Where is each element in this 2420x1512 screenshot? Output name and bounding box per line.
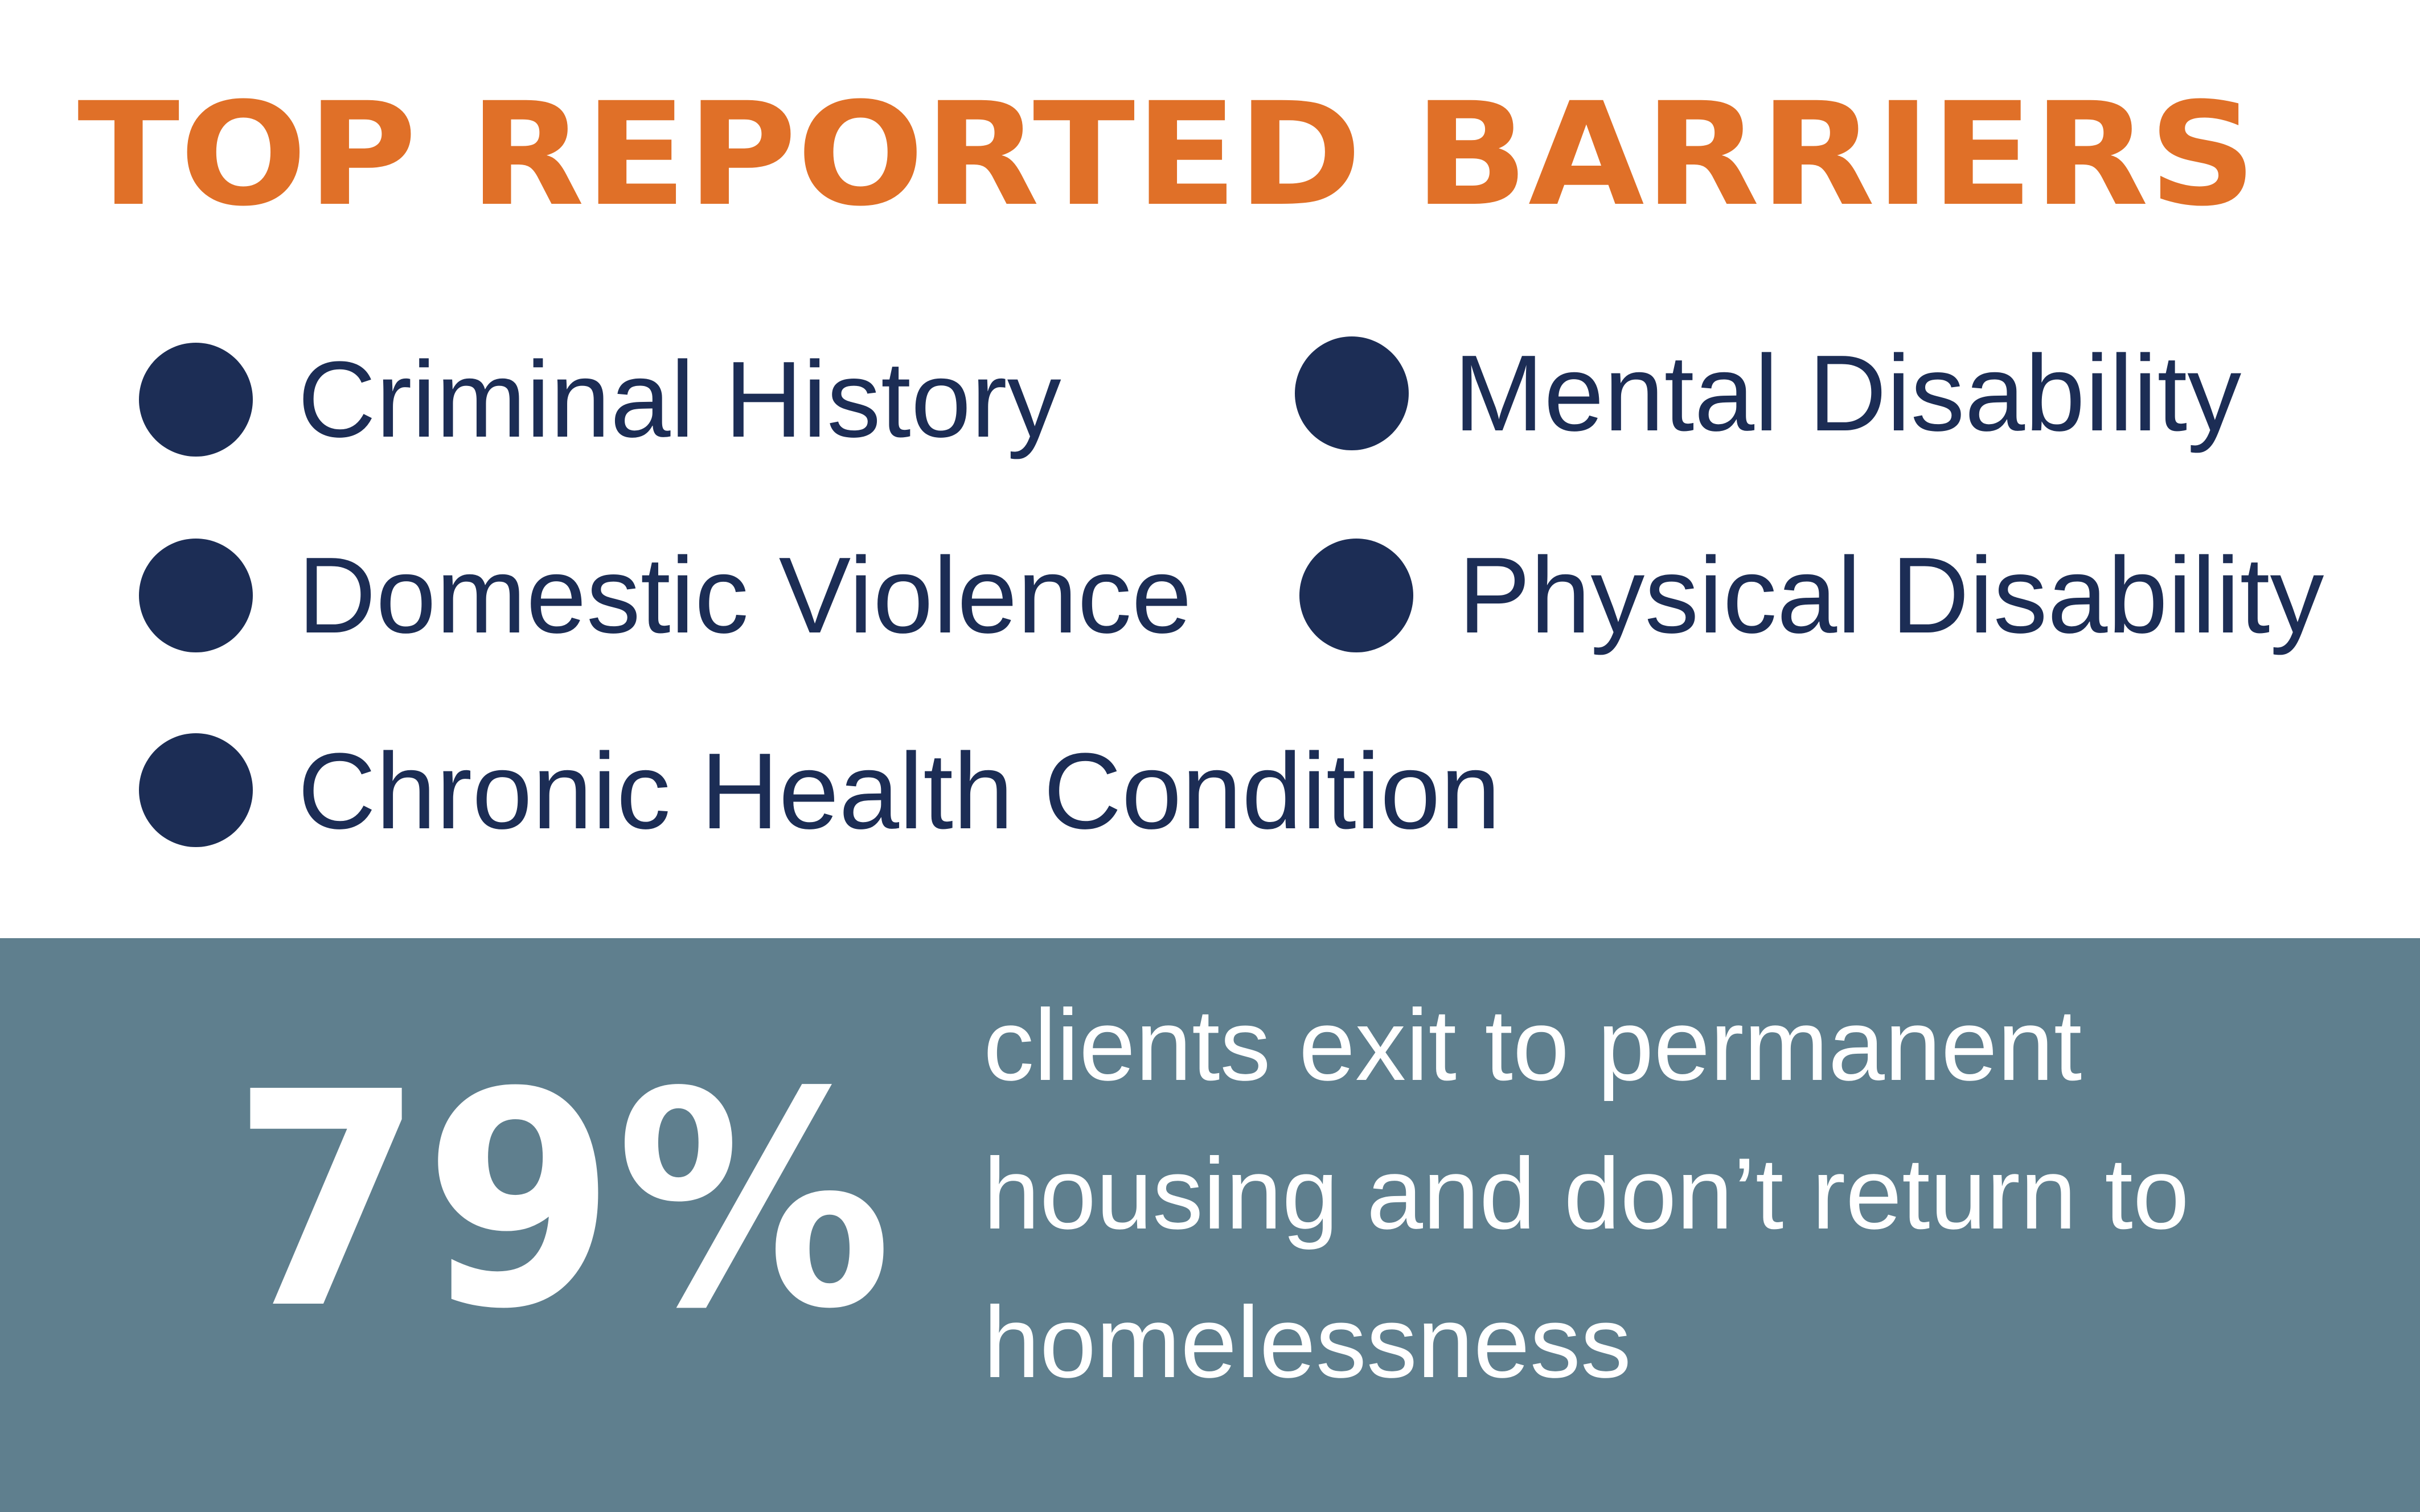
barrier-label: Domestic Violence: [298, 535, 1192, 656]
barrier-label: Chronic Health Condition: [298, 731, 1500, 852]
bullet: [1299, 539, 1413, 652]
stat-value: 79%: [232, 1029, 892, 1374]
description-line: clients exit to permanent: [983, 988, 2082, 1102]
barrier-label: Mental Disability: [1454, 333, 2241, 454]
bullet: [139, 733, 253, 847]
barrier-label: Physical Disability: [1458, 535, 2324, 656]
bullet: [1295, 336, 1409, 450]
description-line: housing and don’t return to: [983, 1137, 2189, 1250]
stat-panel: [0, 938, 2420, 1512]
bullet: [139, 343, 253, 457]
top-panel: [0, 0, 2420, 938]
title: TOP REPORTED BARRIERS: [77, 72, 2257, 237]
description-line: homelessness: [983, 1285, 1631, 1399]
bullet: [139, 539, 253, 652]
barrier-list: Criminal History Mental Disability Domesti…: [139, 333, 2324, 852]
stat-description: clients exit to permanent housing and don…: [983, 988, 2189, 1399]
barrier-label: Criminal History: [298, 339, 1061, 460]
